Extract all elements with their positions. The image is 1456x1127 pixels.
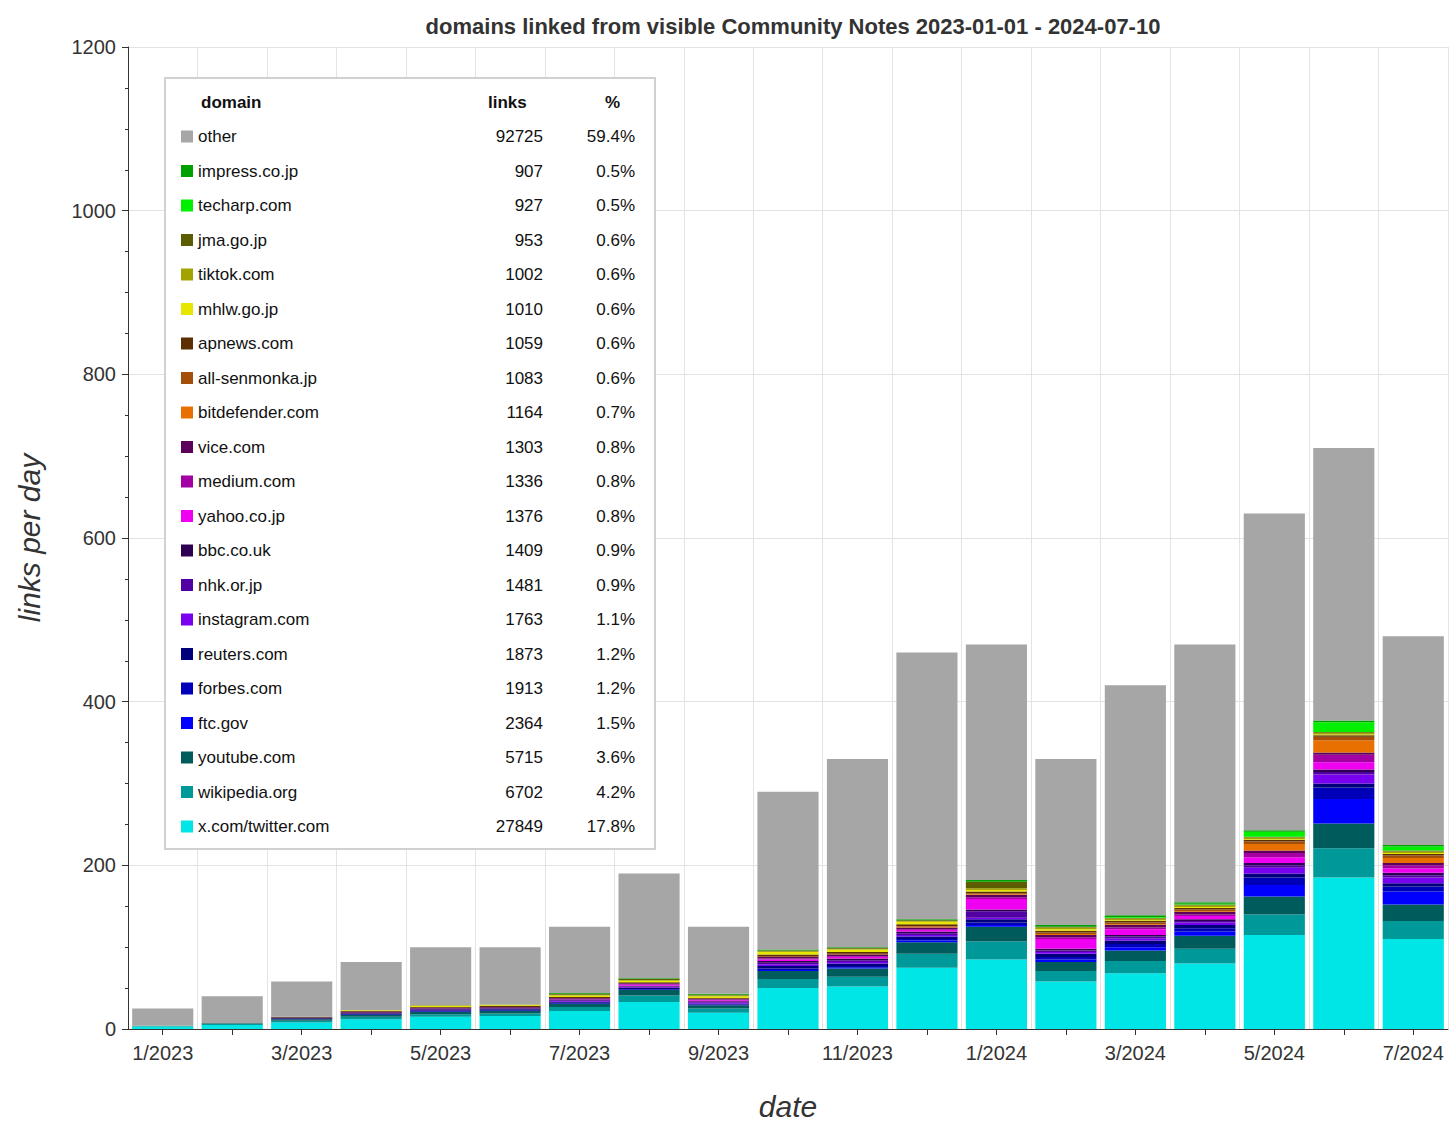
svg-text:1/2024: 1/2024 bbox=[966, 1042, 1027, 1064]
svg-text:1.5%: 1.5% bbox=[596, 714, 635, 733]
svg-text:0.9%: 0.9% bbox=[596, 576, 635, 595]
svg-text:7/2024: 7/2024 bbox=[1383, 1042, 1444, 1064]
svg-text:9/2023: 9/2023 bbox=[688, 1042, 749, 1064]
svg-text:1481: 1481 bbox=[505, 576, 543, 595]
svg-text:400: 400 bbox=[83, 691, 116, 713]
svg-text:1.2%: 1.2% bbox=[596, 645, 635, 664]
svg-text:1010: 1010 bbox=[505, 300, 543, 319]
svg-text:1336: 1336 bbox=[505, 472, 543, 491]
svg-text:wikipedia.org: wikipedia.org bbox=[197, 783, 297, 802]
svg-text:92725: 92725 bbox=[496, 127, 543, 146]
svg-text:7/2023: 7/2023 bbox=[549, 1042, 610, 1064]
svg-text:5715: 5715 bbox=[505, 748, 543, 767]
svg-text:600: 600 bbox=[83, 527, 116, 549]
svg-text:instagram.com: instagram.com bbox=[198, 610, 309, 629]
svg-text:forbes.com: forbes.com bbox=[198, 679, 282, 698]
svg-text:1059: 1059 bbox=[505, 334, 543, 353]
svg-text:impress.co.jp: impress.co.jp bbox=[198, 162, 298, 181]
svg-text:0.6%: 0.6% bbox=[596, 265, 635, 284]
svg-text:vice.com: vice.com bbox=[198, 438, 265, 457]
svg-text:links per day: links per day bbox=[13, 452, 46, 622]
svg-text:59.4%: 59.4% bbox=[587, 127, 635, 146]
svg-text:17.8%: 17.8% bbox=[587, 817, 635, 836]
svg-text:techarp.com: techarp.com bbox=[198, 196, 292, 215]
svg-text:3/2024: 3/2024 bbox=[1105, 1042, 1166, 1064]
svg-text:0.5%: 0.5% bbox=[596, 162, 635, 181]
svg-text:5/2023: 5/2023 bbox=[410, 1042, 471, 1064]
svg-text:1303: 1303 bbox=[505, 438, 543, 457]
svg-text:1200: 1200 bbox=[72, 36, 117, 58]
svg-text:200: 200 bbox=[83, 854, 116, 876]
svg-text:apnews.com: apnews.com bbox=[198, 334, 293, 353]
svg-text:27849: 27849 bbox=[496, 817, 543, 836]
svg-text:all-senmonka.jp: all-senmonka.jp bbox=[198, 369, 317, 388]
svg-text:1409: 1409 bbox=[505, 541, 543, 560]
svg-text:0.9%: 0.9% bbox=[596, 541, 635, 560]
svg-text:nhk.or.jp: nhk.or.jp bbox=[198, 576, 262, 595]
svg-text:yahoo.co.jp: yahoo.co.jp bbox=[198, 507, 285, 526]
svg-text:domain: domain bbox=[201, 93, 261, 112]
svg-text:1.2%: 1.2% bbox=[596, 679, 635, 698]
svg-text:0.8%: 0.8% bbox=[596, 507, 635, 526]
svg-text:0.7%: 0.7% bbox=[596, 403, 635, 422]
svg-text:1.1%: 1.1% bbox=[596, 610, 635, 629]
svg-text:800: 800 bbox=[83, 363, 116, 385]
svg-text:date: date bbox=[759, 1090, 817, 1123]
svg-text:1164: 1164 bbox=[506, 403, 543, 422]
svg-text:1002: 1002 bbox=[505, 265, 543, 284]
svg-text:5/2024: 5/2024 bbox=[1244, 1042, 1305, 1064]
svg-text:youtube.com: youtube.com bbox=[198, 748, 295, 767]
svg-text:927: 927 bbox=[515, 196, 543, 215]
svg-text:0.6%: 0.6% bbox=[596, 369, 635, 388]
svg-text:mhlw.go.jp: mhlw.go.jp bbox=[198, 300, 278, 319]
svg-text:1763: 1763 bbox=[505, 610, 543, 629]
svg-text:x.com/twitter.com: x.com/twitter.com bbox=[198, 817, 329, 836]
svg-text:0: 0 bbox=[105, 1018, 116, 1040]
svg-text:6702: 6702 bbox=[505, 783, 543, 802]
svg-text:medium.com: medium.com bbox=[198, 472, 295, 491]
svg-text:3.6%: 3.6% bbox=[596, 748, 635, 767]
svg-text:3/2023: 3/2023 bbox=[271, 1042, 332, 1064]
svg-text:2364: 2364 bbox=[505, 714, 543, 733]
svg-text:0.5%: 0.5% bbox=[596, 196, 635, 215]
svg-text:bbc.co.uk: bbc.co.uk bbox=[198, 541, 271, 560]
svg-text:1873: 1873 bbox=[505, 645, 543, 664]
svg-text:1/2023: 1/2023 bbox=[132, 1042, 193, 1064]
svg-text:bitdefender.com: bitdefender.com bbox=[198, 403, 319, 422]
svg-text:0.8%: 0.8% bbox=[596, 472, 635, 491]
svg-text:907: 907 bbox=[515, 162, 543, 181]
svg-text:links: links bbox=[488, 93, 527, 112]
svg-text:1083: 1083 bbox=[505, 369, 543, 388]
svg-text:0.8%: 0.8% bbox=[596, 438, 635, 457]
svg-text:other: other bbox=[198, 127, 237, 146]
svg-text:1376: 1376 bbox=[505, 507, 543, 526]
svg-text:reuters.com: reuters.com bbox=[198, 645, 288, 664]
svg-text:953: 953 bbox=[515, 231, 543, 250]
svg-text:1000: 1000 bbox=[72, 200, 117, 222]
svg-text:1913: 1913 bbox=[505, 679, 543, 698]
svg-text:%: % bbox=[605, 93, 620, 112]
svg-text:tiktok.com: tiktok.com bbox=[198, 265, 275, 284]
svg-text:4.2%: 4.2% bbox=[596, 783, 635, 802]
svg-text:ftc.gov: ftc.gov bbox=[198, 714, 249, 733]
svg-text:11/2023: 11/2023 bbox=[822, 1042, 893, 1064]
svg-text:jma.go.jp: jma.go.jp bbox=[197, 231, 267, 250]
svg-text:domains linked from visible Co: domains linked from visible Community No… bbox=[426, 14, 1161, 39]
svg-text:0.6%: 0.6% bbox=[596, 231, 635, 250]
svg-text:0.6%: 0.6% bbox=[596, 334, 635, 353]
svg-text:0.6%: 0.6% bbox=[596, 300, 635, 319]
